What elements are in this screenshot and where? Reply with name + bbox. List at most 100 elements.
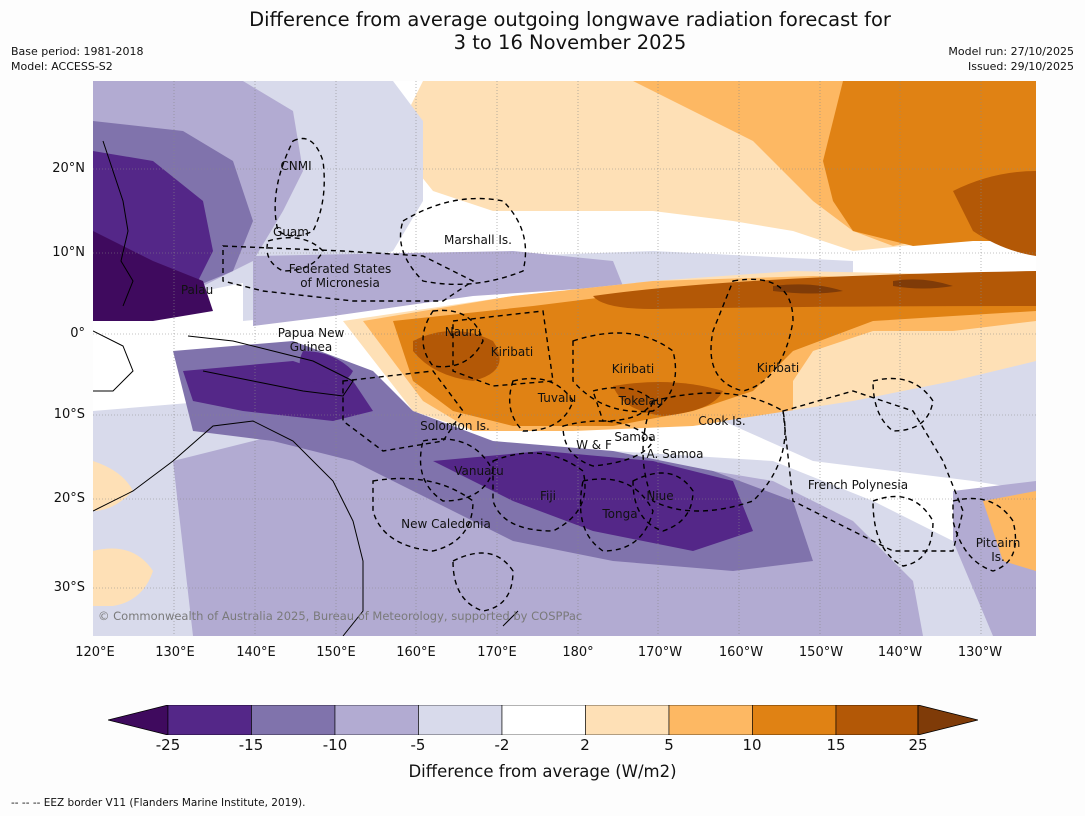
eez-marshall — [399, 197, 527, 286]
place-fiji: Fiji — [539, 489, 557, 503]
eez-guam — [266, 237, 324, 272]
olr-field-equatorial-dark-orange — [393, 281, 1036, 426]
place-png-line-1: Papua New — [277, 326, 345, 340]
eez-tuvalu — [509, 377, 574, 432]
lon-label-120e: 120°E — [75, 645, 115, 660]
lon-label-150e: 150°E — [316, 645, 356, 660]
colorbar-tick-4: -5 — [410, 736, 426, 754]
place-marshall-islands: Marshall Is. — [444, 233, 512, 247]
place-kiribati-central: Kiribati — [611, 362, 655, 376]
lat-label-10s: 10°S — [53, 407, 85, 422]
lon-label-150w: 150°W — [798, 645, 844, 660]
colorbar-tick-10: 25 — [908, 736, 928, 754]
place-kiribati-west: Kiribati — [490, 345, 534, 359]
olr-field-west-pale-orange-2 — [93, 461, 133, 511]
lat-label-10n: 10°N — [52, 245, 85, 260]
olr-field-equatorial-brown — [413, 331, 500, 381]
olr-field-northeast-brown — [953, 171, 1036, 256]
lon-label-170e: 170°E — [477, 645, 517, 660]
place-guam: Guam — [273, 225, 309, 239]
olr-field-east-deep-brown — [773, 284, 843, 294]
colorbar-label: Difference from average (W/m2) — [408, 762, 677, 781]
colorbar-tick-7: 5 — [664, 736, 674, 754]
colorbar-tick-9: 15 — [826, 736, 846, 754]
colorbar-tick-6: 2 — [580, 736, 590, 754]
lon-label-170w: 170°W — [637, 645, 683, 660]
eez-fsm — [222, 245, 475, 302]
place-nauru: Nauru — [444, 325, 482, 339]
colorbar-bin-2 — [251, 705, 336, 735]
coast-philippines — [102, 140, 134, 307]
colorbar-extend-low — [108, 705, 169, 735]
place-png-line-2: Guinea — [289, 340, 333, 354]
olr-field-southeast-orange — [983, 491, 1036, 571]
place-tuvalu: Tuvalu — [537, 391, 577, 405]
eez-tonga — [579, 478, 654, 552]
colorbar-extend-high — [917, 705, 978, 735]
eez-nauru — [422, 309, 484, 368]
place-cook-islands: Cook Is. — [698, 414, 746, 428]
place-niue: Niue — [646, 489, 674, 503]
place-pitcairn-line-1: Pitcairn — [975, 536, 1021, 550]
lon-label-160e: 160°E — [396, 645, 436, 660]
colorbar-bin-5 — [501, 705, 586, 735]
copyright-note: © Commonwealth of Australia 2025, Bureau… — [98, 609, 583, 623]
colorbar — [108, 705, 978, 735]
place-fsm-line-1: Federated States — [288, 262, 392, 276]
eez-footnote: -- -- -- EEZ border V11 (Flanders Marine… — [11, 797, 306, 809]
place-new-caledonia: New Caledonia — [401, 517, 491, 531]
meta-right: Model run: 27/10/2025 Issued: 29/10/2025 — [948, 44, 1074, 74]
coast-australia — [93, 420, 364, 636]
colorbar-bin-8 — [752, 705, 837, 735]
colorbar-tick-5: -2 — [494, 736, 510, 754]
place-french-polynesia: French Polynesia — [807, 478, 909, 492]
coast-new-zealand — [502, 610, 519, 627]
place-tokelau: Tokelau — [618, 394, 664, 408]
lat-label-20s: 20°S — [53, 491, 85, 506]
olr-field-east-deep-brown-2 — [893, 279, 953, 289]
place-tonga: Tonga — [602, 507, 638, 521]
place-fsm-line-2: of Micronesia — [300, 276, 380, 290]
model-run: Model run: 27/10/2025 — [948, 45, 1074, 58]
eez-borders — [222, 137, 1017, 612]
colorbar-tick-3: -10 — [322, 736, 348, 754]
lat-label-20n: 20°N — [52, 161, 85, 176]
colorbar-bin-9 — [835, 705, 919, 735]
eez-east-extra — [872, 377, 934, 432]
model-name: Model: ACCESS-S2 — [11, 60, 113, 73]
eez-kermadec — [452, 552, 514, 612]
lat-label-0: 0° — [70, 326, 85, 341]
lon-label-180: 180° — [562, 645, 594, 660]
colorbar-bin-1 — [167, 705, 252, 735]
place-wallis-futuna: W & F — [576, 438, 612, 452]
eez-samoa — [562, 420, 654, 467]
title-line-2: 3 to 16 November 2025 — [453, 31, 687, 54]
place-cnmi: CNMI — [280, 159, 312, 173]
lon-label-160w: 160°W — [718, 645, 764, 660]
eez-vanuatu — [419, 438, 494, 502]
eez-pitcairn — [952, 497, 1017, 572]
eez-kiribati-c — [572, 332, 677, 413]
colorbar-bin-3 — [334, 705, 419, 735]
eez-new-caledonia — [372, 477, 474, 552]
title-line-1: Difference from average outgoing longwav… — [249, 8, 891, 31]
base-period: Base period: 1981-2018 — [11, 45, 144, 58]
eez-solomon — [342, 370, 464, 452]
lon-label-130w: 130°W — [957, 645, 1003, 660]
eez-cook — [642, 392, 786, 512]
colorbar-bin-7 — [668, 705, 753, 735]
colorbar-tick-2: -15 — [238, 736, 264, 754]
eez-east-ring — [872, 495, 934, 567]
place-vanuatu: Vanuatu — [454, 464, 504, 478]
lon-label-140e: 140°E — [236, 645, 276, 660]
eez-cnmi — [274, 137, 325, 237]
lon-label-130e: 130°E — [155, 645, 195, 660]
coastlines — [93, 140, 519, 636]
colorbar-tick-8: 10 — [742, 736, 762, 754]
lon-label-140w: 140°W — [877, 645, 923, 660]
place-pitcairn-line-2: Is. — [991, 550, 1005, 564]
colorbar-bin-6 — [585, 705, 670, 735]
colorbar-bin-4 — [418, 705, 503, 735]
olr-field-itcz-violet — [253, 251, 623, 326]
lat-label-30s: 30°S — [53, 580, 85, 595]
